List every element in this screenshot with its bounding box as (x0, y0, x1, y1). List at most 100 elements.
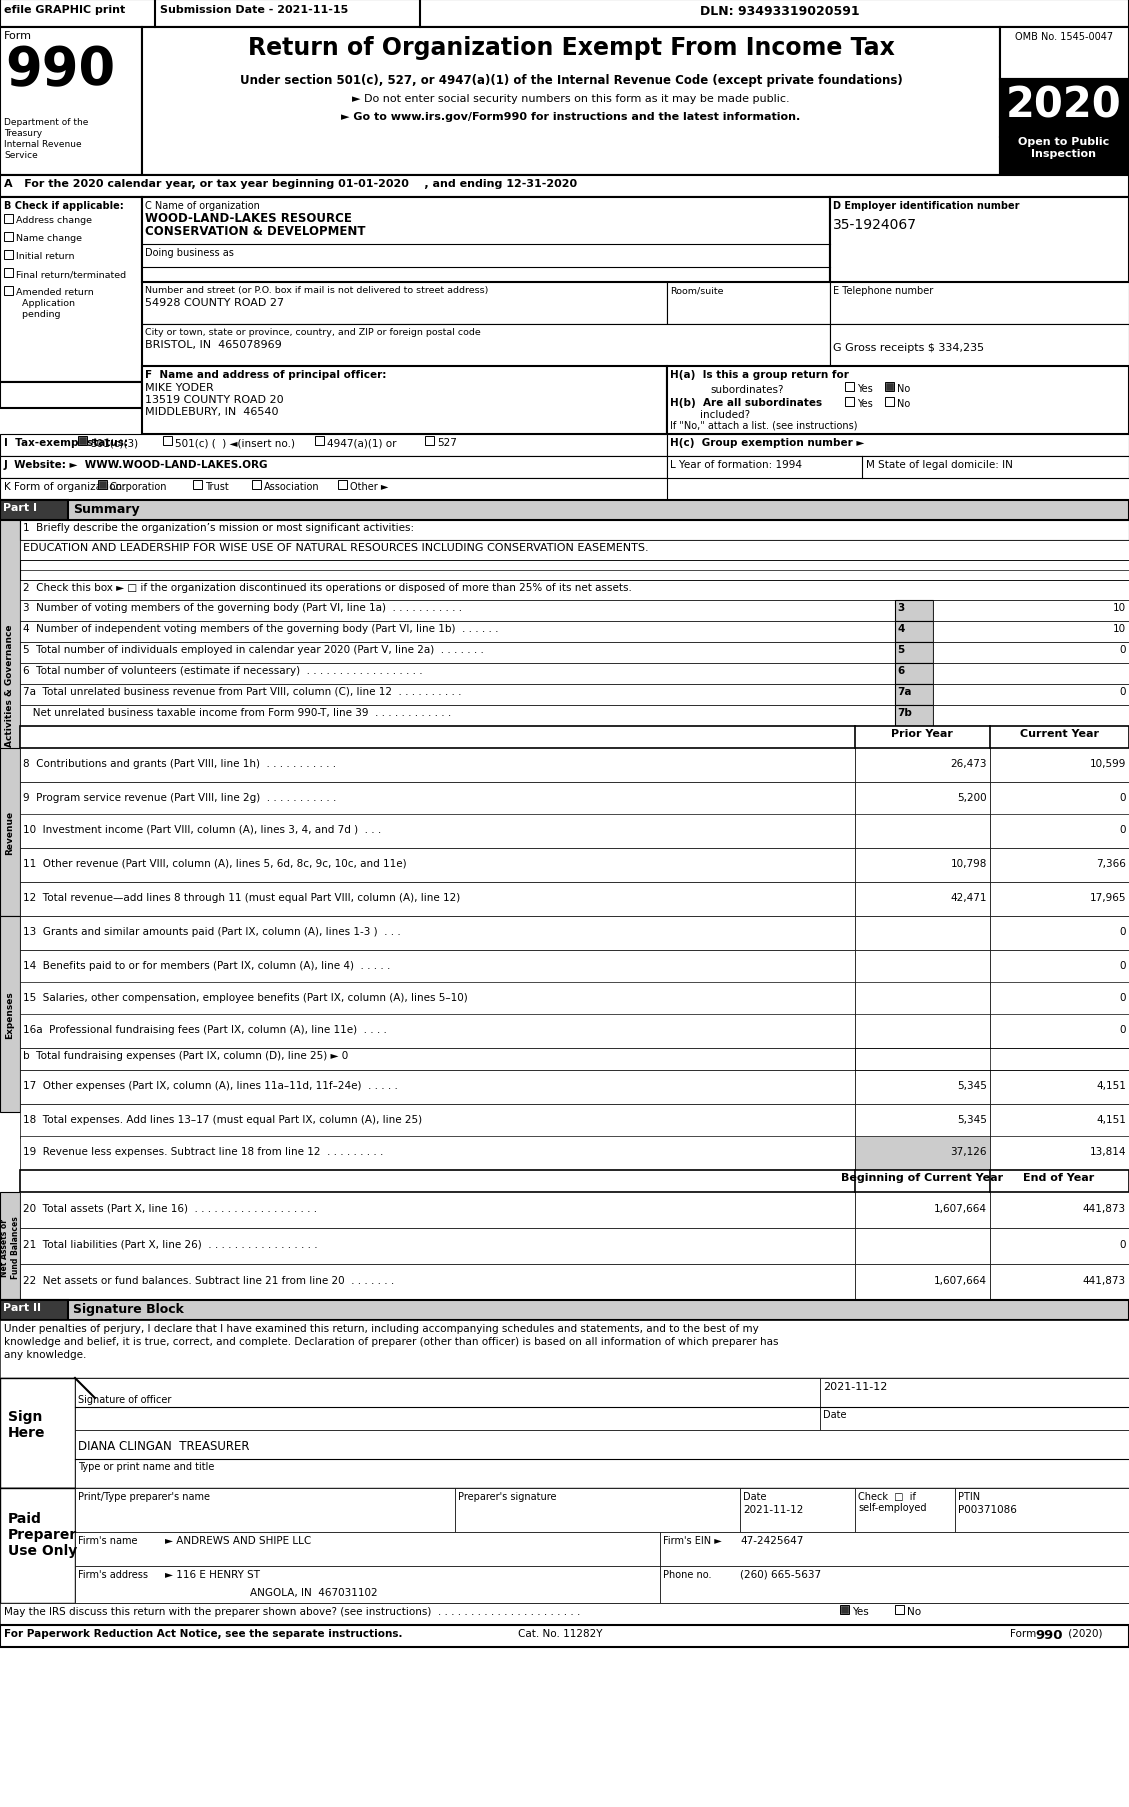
Text: Part II: Part II (3, 1303, 41, 1312)
Bar (820, 1379, 1129, 1429)
Bar (660, 1567, 1129, 1603)
Bar (855, 782, 990, 817)
Text: 14  Benefits paid to or for members (Part IX, column (A), line 4)  . . . . .: 14 Benefits paid to or for members (Part… (23, 961, 391, 970)
Text: 13,814: 13,814 (1089, 1146, 1126, 1156)
Bar (78, 437, 87, 446)
Text: Doing business as: Doing business as (145, 248, 234, 258)
Bar (855, 950, 990, 985)
Text: ► Do not enter social security numbers on this form as it may be made public.: ► Do not enter social security numbers o… (352, 94, 790, 105)
Text: Firm's name: Firm's name (78, 1536, 138, 1545)
Bar (20, 685, 895, 705)
Text: 10  Investment income (Part VIII, column (A), lines 3, 4, and 7d )  . . .: 10 Investment income (Part VIII, column … (23, 824, 382, 835)
Text: 990: 990 (5, 43, 115, 96)
Bar (425, 437, 434, 446)
Bar (20, 1014, 855, 1048)
Text: 441,873: 441,873 (1083, 1276, 1126, 1285)
Bar (20, 983, 855, 1016)
Bar (990, 748, 1129, 782)
Bar (990, 916, 1129, 950)
Text: 10,599: 10,599 (1089, 759, 1126, 768)
Text: 2020: 2020 (1006, 83, 1122, 126)
Text: P00371086: P00371086 (959, 1503, 1017, 1514)
Text: Form: Form (1010, 1628, 1040, 1639)
Text: MIKE YODER: MIKE YODER (145, 383, 213, 392)
Text: 35-1924067: 35-1924067 (833, 219, 917, 231)
Text: Signature of officer: Signature of officer (78, 1395, 172, 1404)
Text: 527: 527 (437, 437, 457, 448)
Text: 4  Number of independent voting members of the governing body (Part VI, line 1b): 4 Number of independent voting members o… (23, 623, 499, 634)
Text: included?: included? (700, 410, 750, 419)
Text: efile GRAPHIC print: efile GRAPHIC print (5, 5, 125, 14)
Bar (895, 685, 933, 705)
Text: 2021-11-12: 2021-11-12 (743, 1503, 804, 1514)
Bar (855, 1014, 990, 1048)
Text: 4: 4 (898, 623, 904, 634)
Text: 11  Other revenue (Part VIII, column (A), lines 5, 6d, 8c, 9c, 10c, and 11e): 11 Other revenue (Part VIII, column (A),… (23, 858, 406, 869)
Text: 5,345: 5,345 (957, 1081, 987, 1090)
Text: 47-2425647: 47-2425647 (739, 1536, 804, 1545)
Text: 7a: 7a (898, 687, 911, 698)
Bar (20, 1137, 855, 1171)
Bar (163, 437, 172, 446)
Text: Preparer's signature: Preparer's signature (458, 1491, 557, 1502)
Bar (20, 580, 1129, 600)
Text: 0: 0 (1120, 1240, 1126, 1249)
Bar (315, 437, 324, 446)
Text: End of Year: End of Year (1023, 1173, 1095, 1182)
Bar (20, 1193, 855, 1229)
Text: Prior Year: Prior Year (891, 728, 953, 739)
Bar (885, 398, 894, 407)
Text: MIDDLEBURY, IN  46540: MIDDLEBURY, IN 46540 (145, 407, 279, 417)
Bar (20, 1104, 855, 1138)
Bar (855, 1229, 990, 1265)
Text: 15  Salaries, other compensation, employee benefits (Part IX, column (A), lines : 15 Salaries, other compensation, employe… (23, 992, 467, 1003)
Text: 19  Revenue less expenses. Subtract line 18 from line 12  . . . . . . . . .: 19 Revenue less expenses. Subtract line … (23, 1146, 384, 1156)
Text: ► Go to www.irs.gov/Form990 for instructions and the latest information.: ► Go to www.irs.gov/Form990 for instruct… (341, 112, 800, 121)
Bar (75, 1532, 660, 1567)
Text: 5  Total number of individuals employed in calendar year 2020 (Part V, line 2a) : 5 Total number of individuals employed i… (23, 645, 484, 654)
Bar (855, 1104, 990, 1138)
Bar (855, 1489, 955, 1532)
Text: 501(c) (  ) ◄(insert no.): 501(c) ( ) ◄(insert no.) (175, 437, 295, 448)
Bar (990, 1104, 1129, 1138)
Bar (855, 1193, 990, 1229)
Text: Final return/terminated: Final return/terminated (16, 269, 126, 278)
Text: Address change: Address change (16, 215, 91, 224)
Text: DLN: 93493319020591: DLN: 93493319020591 (700, 5, 859, 18)
Text: B Check if applicable:: B Check if applicable: (5, 201, 124, 211)
Bar (0, 479, 667, 501)
Bar (20, 726, 1129, 748)
Text: Internal Revenue: Internal Revenue (5, 139, 81, 148)
Bar (142, 199, 830, 284)
Text: Application: Application (16, 298, 75, 307)
Text: Revenue: Revenue (6, 811, 15, 855)
Bar (739, 1489, 855, 1532)
Text: WOOD-LAND-LAKES RESOURCE: WOOD-LAND-LAKES RESOURCE (145, 211, 352, 224)
Text: Date: Date (743, 1491, 767, 1502)
Text: Type or print name and title: Type or print name and title (78, 1462, 215, 1471)
Text: Other ►: Other ► (350, 482, 388, 492)
Text: City or town, state or province, country, and ZIP or foreign postal code: City or town, state or province, country… (145, 327, 481, 336)
Text: 4947(a)(1) or: 4947(a)(1) or (327, 437, 396, 448)
Text: 10,798: 10,798 (951, 858, 987, 869)
Text: self-employed: self-employed (858, 1502, 927, 1512)
Bar (886, 383, 893, 390)
Text: 9  Program service revenue (Part VIII, line 2g)  . . . . . . . . . . .: 9 Program service revenue (Part VIII, li… (23, 793, 336, 802)
Bar (20, 643, 895, 663)
Text: Service: Service (5, 152, 37, 159)
Text: Summary: Summary (73, 502, 140, 515)
Bar (844, 383, 854, 392)
Text: 22  Net assets or fund balances. Subtract line 21 from line 20  . . . . . . .: 22 Net assets or fund balances. Subtract… (23, 1276, 394, 1285)
Text: Cat. No. 11282Y: Cat. No. 11282Y (518, 1628, 602, 1639)
Bar (98, 481, 107, 490)
Text: 1,607,664: 1,607,664 (934, 1276, 987, 1285)
Bar (667, 367, 1129, 435)
Text: 2  Check this box ► □ if the organization discontinued its operations or dispose: 2 Check this box ► □ if the organization… (23, 582, 632, 593)
Text: Treasury: Treasury (5, 128, 42, 137)
Text: Expenses: Expenses (6, 990, 15, 1039)
Text: Number and street (or P.O. box if mail is not delivered to street address): Number and street (or P.O. box if mail i… (145, 286, 489, 295)
Text: Department of the: Department of the (5, 117, 88, 126)
Text: Part I: Part I (3, 502, 37, 513)
Bar (5, 215, 14, 224)
Bar (99, 482, 106, 488)
